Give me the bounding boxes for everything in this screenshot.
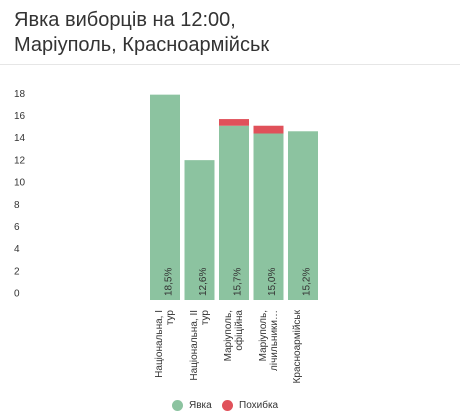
separator bbox=[0, 64, 460, 65]
data-label: 15,2% bbox=[302, 268, 313, 296]
y-tick-label: 2 bbox=[14, 266, 20, 277]
y-tick-label: 16 bbox=[14, 111, 26, 122]
y-tick-label: 14 bbox=[14, 133, 26, 144]
bar-segment bbox=[184, 160, 215, 300]
x-tick-label: Маріуполь, офіційна bbox=[223, 310, 245, 362]
legend-swatch bbox=[172, 400, 183, 411]
data-label: 15,7% bbox=[233, 268, 244, 296]
chart-title: Явка виборців на 12:00, Маріуполь, Красн… bbox=[14, 9, 270, 56]
y-tick-label: 18 bbox=[14, 89, 26, 100]
x-tick-label: Маріуполь, лічильники… bbox=[257, 310, 280, 371]
bar-segment bbox=[288, 131, 318, 300]
y-tick-label: 4 bbox=[14, 244, 20, 255]
x-tick-label: Національна, I тур bbox=[154, 310, 176, 378]
x-tick-label: Красноармійськ bbox=[292, 310, 303, 384]
bar-segment bbox=[150, 94, 180, 301]
y-tick-label: 8 bbox=[14, 200, 20, 211]
y-tick-label: 0 bbox=[14, 289, 20, 300]
legend-swatch bbox=[222, 400, 233, 411]
bar-segment bbox=[253, 125, 284, 134]
y-tick-label: 6 bbox=[14, 222, 20, 233]
legend-label: Явка bbox=[189, 400, 212, 411]
legend-item: Явка bbox=[172, 400, 212, 411]
legend-item: Похибка bbox=[222, 400, 278, 411]
bar-segment bbox=[253, 133, 284, 300]
data-label: 18,5% bbox=[164, 268, 175, 296]
y-tick-label: 12 bbox=[14, 155, 26, 166]
bar-segment bbox=[219, 125, 249, 300]
legend-label: Похибка bbox=[239, 400, 279, 411]
bar-segment bbox=[219, 119, 249, 126]
data-label: 15,0% bbox=[267, 268, 278, 296]
x-tick-label: Національна, II тур bbox=[188, 310, 211, 381]
y-tick-label: 10 bbox=[14, 178, 26, 189]
data-label: 12,6% bbox=[198, 268, 209, 296]
